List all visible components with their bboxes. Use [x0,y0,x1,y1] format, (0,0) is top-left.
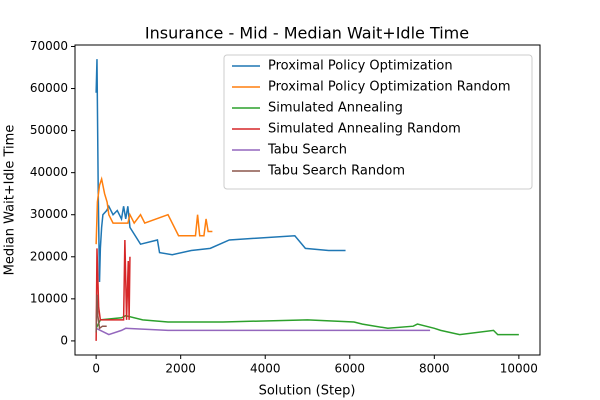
y-axis-label: Median Wait+Idle Time [3,125,18,276]
legend-label: Tabu Search Random [267,164,405,179]
y-tick-label: 40000 [30,165,68,179]
axes-frame [74,44,541,356]
x-tick-label: 4000 [250,362,281,376]
x-axis-label: Solution (Step) [259,384,356,399]
series-line [95,327,431,336]
legend-label: Proximal Policy Optimization [268,59,453,74]
series-line [95,239,131,341]
x-tick-label: 2000 [165,362,196,376]
legend-label: Tabu Search [267,143,347,158]
y-tick-label: 30000 [30,207,68,221]
y-tick-label: 10000 [30,291,68,305]
chart-title: Insurance - Mid - Median Wait+Idle Time [145,24,469,43]
x-tick-label: 10000 [500,362,538,376]
legend-box [223,54,533,190]
series-line [95,59,346,283]
y-tick-label: 0 [60,333,68,347]
legend-label: Simulated Annealing [268,101,403,116]
x-tick-label: 8000 [419,362,450,376]
legend-label: Simulated Annealing Random [268,122,461,137]
series-line [95,314,519,336]
y-tick-label: 60000 [30,81,68,95]
series-line [95,176,213,245]
y-tick-label: 20000 [30,249,68,263]
x-tick-label: 0 [92,362,100,376]
y-tick-label: 50000 [30,123,68,137]
legend-label: Proximal Policy Optimization Random [268,80,511,95]
x-tick-label: 6000 [334,362,365,376]
series-line [95,294,107,333]
y-tick-label: 70000 [30,39,68,53]
